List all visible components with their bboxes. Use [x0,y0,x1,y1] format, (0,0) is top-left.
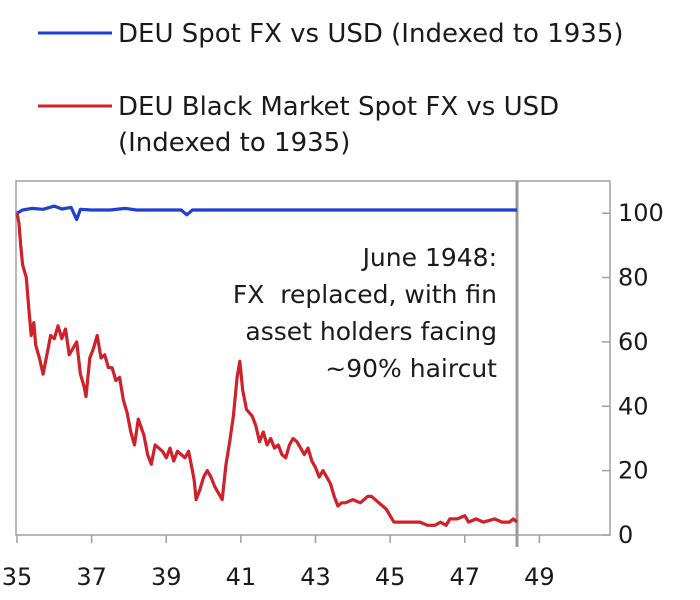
y-tick-label: 0 [618,521,633,549]
x-tick-label: 43 [300,563,331,591]
x-tick-label: 49 [524,563,555,591]
annotation-line: asset holders facing [245,317,497,346]
x-tick-label: 45 [375,563,406,591]
y-tick-label: 100 [618,199,664,227]
plot-area: 35 37 39 41 43 45 47 49 0 20 40 60 80 100 June 1948:… [2,180,664,591]
plot-frame [15,180,611,536]
y-tick-label: 80 [618,264,649,292]
series-line-spot-fx [16,204,517,222]
x-tick-label: 37 [76,563,107,591]
series-layer [15,204,519,527]
series-line-black-market-fx [15,212,519,527]
legend-label-spot-fx: DEU Spot FX vs USD (Indexed to 1935) [118,19,624,49]
annotation-line: FX replaced, with fin [233,280,497,309]
y-tick-label: 60 [618,328,649,356]
y-tick-label: 20 [618,457,649,485]
y-axis: 0 20 40 60 80 100 [602,199,664,549]
x-tick-label: 41 [226,563,257,591]
legend-label-line: (Indexed to 1935) [118,128,350,158]
legend-label-line: DEU Black Market Spot FX vs USD [118,92,559,122]
x-tick-label: 39 [151,563,182,591]
annotation-line: ~90% haircut [325,354,497,383]
legend: DEU Spot FX vs USD (Indexed to 1935) DEU… [38,19,624,158]
y-tick-label: 40 [618,392,649,420]
x-axis: 35 37 39 41 43 45 47 49 [2,535,555,591]
june-1948-annotation: June 1948: FX replaced, with fin asset hol… [233,243,497,383]
annotation-line: June 1948: [361,243,497,272]
x-tick-label: 47 [449,563,480,591]
legend-label-black-market-fx: DEU Black Market Spot FX vs USD (Indexed … [118,92,559,158]
x-tick-label: 35 [2,563,33,591]
